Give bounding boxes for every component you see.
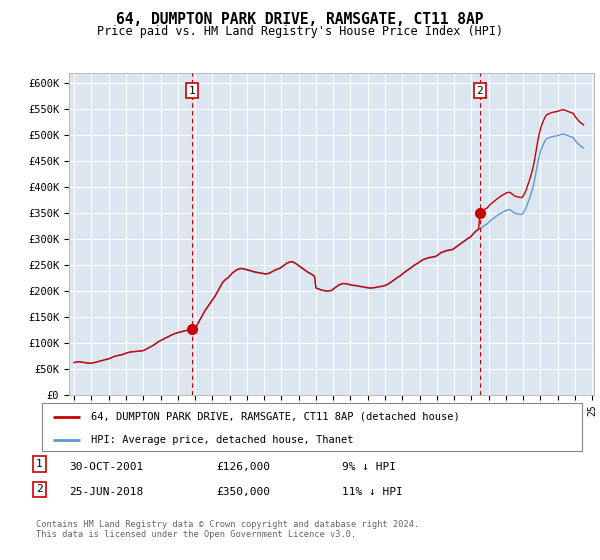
Text: 1: 1 bbox=[189, 86, 196, 96]
Text: 1: 1 bbox=[36, 459, 43, 469]
Text: Contains HM Land Registry data © Crown copyright and database right 2024.
This d: Contains HM Land Registry data © Crown c… bbox=[36, 520, 419, 539]
Text: 2: 2 bbox=[36, 484, 43, 494]
Text: 64, DUMPTON PARK DRIVE, RAMSGATE, CT11 8AP (detached house): 64, DUMPTON PARK DRIVE, RAMSGATE, CT11 8… bbox=[91, 412, 460, 422]
Text: Price paid vs. HM Land Registry's House Price Index (HPI): Price paid vs. HM Land Registry's House … bbox=[97, 25, 503, 38]
Text: 11% ↓ HPI: 11% ↓ HPI bbox=[342, 487, 403, 497]
Text: 9% ↓ HPI: 9% ↓ HPI bbox=[342, 462, 396, 472]
Text: £350,000: £350,000 bbox=[216, 487, 270, 497]
Text: £126,000: £126,000 bbox=[216, 462, 270, 472]
Text: 30-OCT-2001: 30-OCT-2001 bbox=[69, 462, 143, 472]
Text: HPI: Average price, detached house, Thanet: HPI: Average price, detached house, Than… bbox=[91, 435, 353, 445]
Text: 64, DUMPTON PARK DRIVE, RAMSGATE, CT11 8AP: 64, DUMPTON PARK DRIVE, RAMSGATE, CT11 8… bbox=[116, 12, 484, 27]
Text: 2: 2 bbox=[476, 86, 483, 96]
Text: 25-JUN-2018: 25-JUN-2018 bbox=[69, 487, 143, 497]
